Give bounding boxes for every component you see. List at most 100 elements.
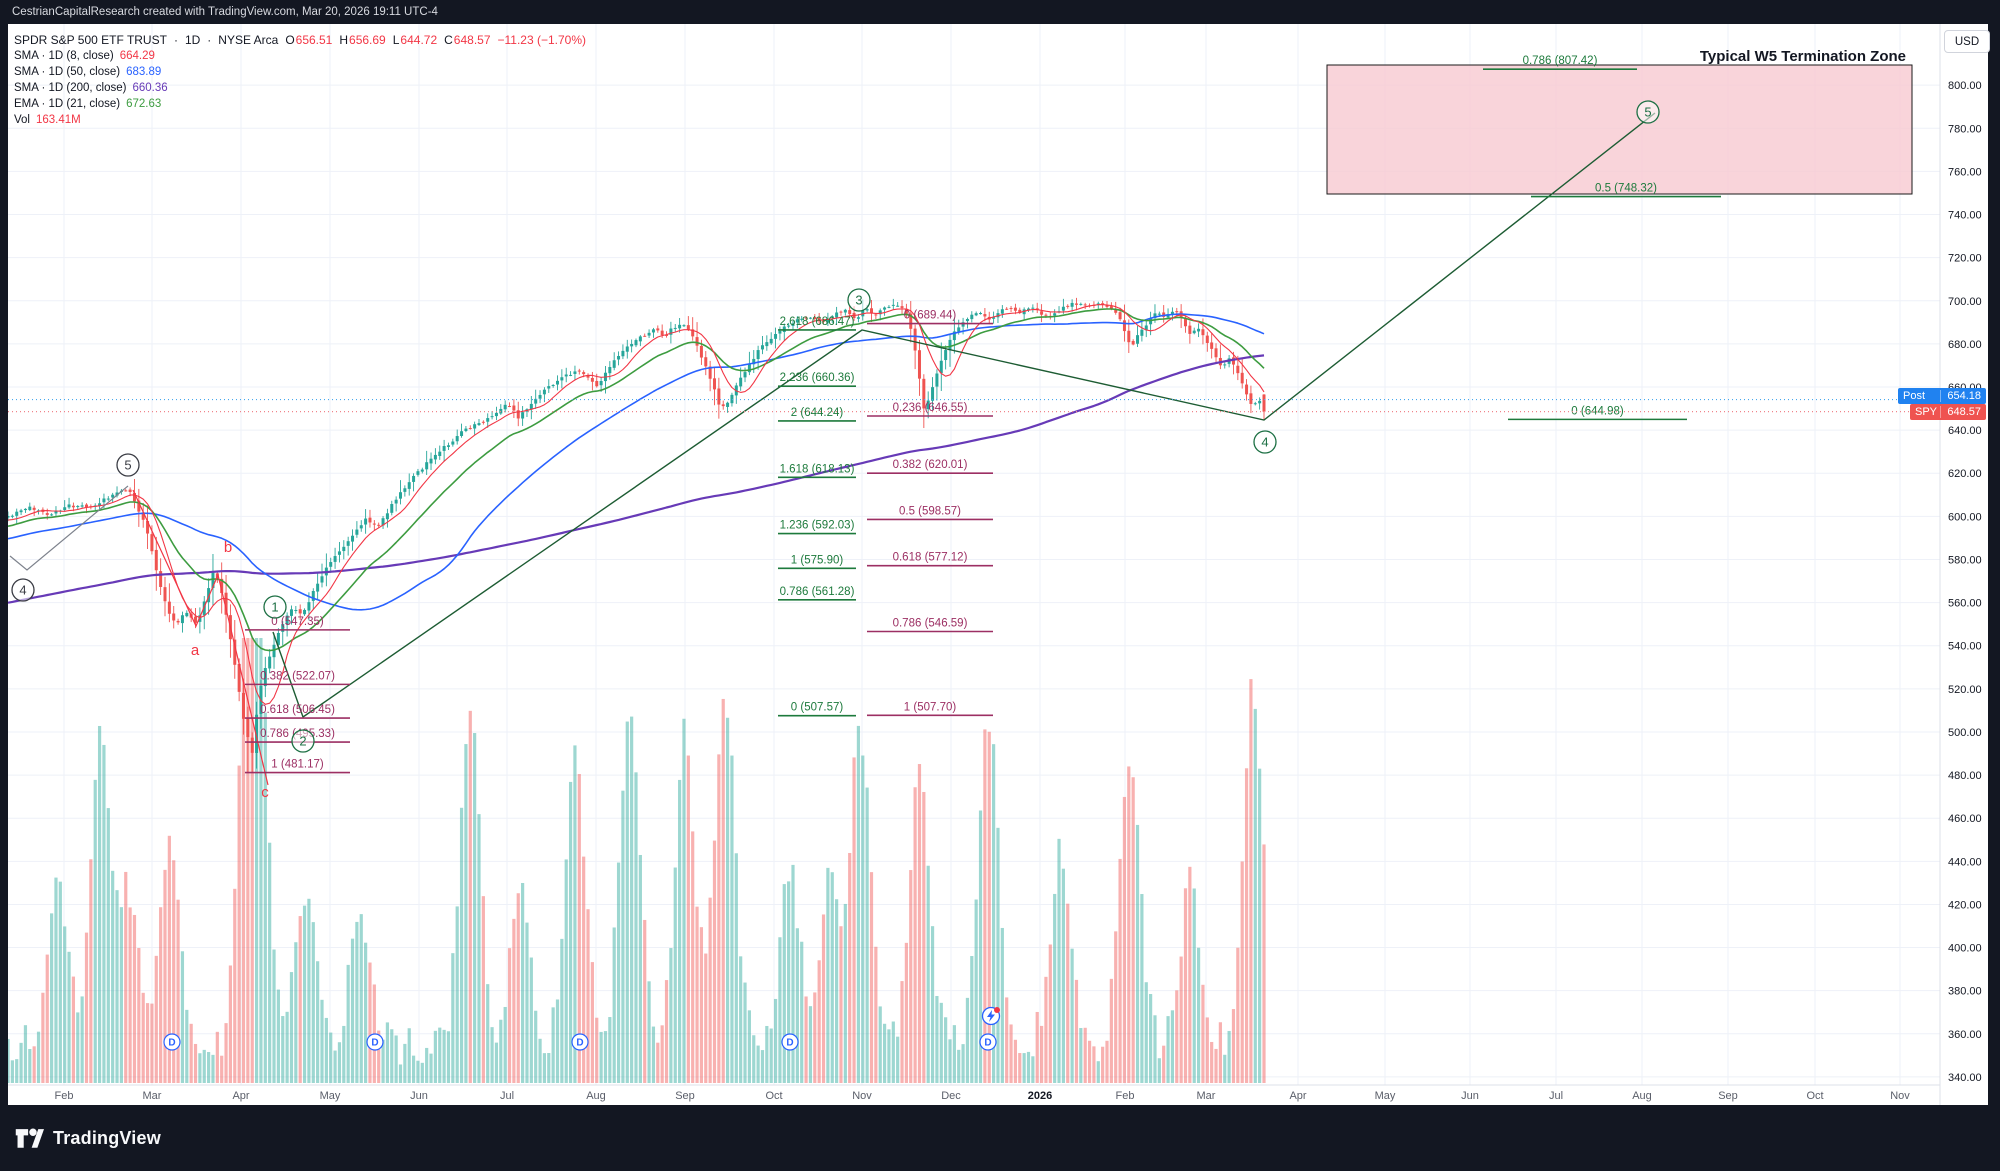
- time-tick: Nov: [1890, 1090, 1910, 1102]
- fib-level-label: 1 (575.90): [791, 554, 844, 566]
- candle-body: [333, 556, 337, 562]
- volume-bar: [516, 893, 520, 1083]
- candle-body: [965, 318, 969, 322]
- volume-bar: [1249, 679, 1253, 1083]
- fib-level-label: 2.236 (660.36): [780, 372, 855, 384]
- fib-level-label: 1.236 (592.03): [780, 520, 855, 532]
- candle-body: [931, 387, 935, 401]
- indicator-row[interactable]: Vol 163.41M: [14, 112, 586, 128]
- dividend-marker[interactable]: D: [163, 1033, 181, 1051]
- volume-bar: [477, 814, 481, 1083]
- candle-body: [1136, 335, 1140, 344]
- dividend-marker[interactable]: D: [571, 1033, 589, 1051]
- volume-bar: [708, 897, 712, 1083]
- time-tick: Oct: [765, 1090, 782, 1102]
- indicator-value: 664.29: [119, 50, 155, 62]
- prior-wave45-zigzag[interactable]: [9, 485, 129, 571]
- volume-bar: [682, 718, 686, 1083]
- price-tick: 740.00: [1948, 210, 1982, 222]
- time-tick: Feb: [1116, 1090, 1135, 1102]
- elliott-impulse-path[interactable]: [272, 112, 1656, 719]
- candle-body: [708, 366, 712, 379]
- volume-bar: [673, 867, 677, 1083]
- fib-set-w5-projection[interactable]: 0.786 (807.42) 0.5 (748.32) 0 (644.98): [1483, 55, 1721, 421]
- fib-level-label: 2.618 (686.47): [780, 316, 855, 328]
- candle-body: [346, 541, 350, 546]
- symbol-row[interactable]: SPDR S&P 500 ETF TRUST · 1D · NYSE Arca O656…: [14, 32, 586, 48]
- candle-body: [765, 342, 769, 347]
- abc-correction-zigzag[interactable]: [132, 489, 269, 786]
- fib-set-wave4-retracement[interactable]: 0 (689.44) 0.236 (646.55) 0.382 (620.01) 0.…: [867, 310, 993, 717]
- interval-label[interactable]: 1D: [184, 33, 201, 47]
- price-tick: 780.00: [1948, 123, 1982, 135]
- flash-marker[interactable]: [981, 1006, 1001, 1026]
- time-axis[interactable]: [8, 1085, 1940, 1105]
- volume-bar: [63, 926, 67, 1083]
- candle-body: [250, 737, 254, 753]
- sma50-line: [8, 313, 1265, 611]
- candle-body: [54, 510, 58, 514]
- dividend-marker[interactable]: D: [366, 1033, 384, 1051]
- price-axis[interactable]: [1940, 24, 1988, 1105]
- candle-body: [909, 313, 913, 329]
- volume-bar: [281, 1016, 285, 1083]
- volume-bar: [756, 1045, 760, 1083]
- fib-level-label: 2 (644.24): [791, 407, 844, 419]
- candle-body: [303, 609, 307, 615]
- pill-value: 648.57: [1940, 406, 1981, 418]
- candle-body: [1236, 365, 1240, 374]
- dividend-marker[interactable]: D: [979, 1033, 997, 1051]
- volume-bar: [350, 938, 355, 1083]
- fib-set-wave3-extension[interactable]: 2.618 (686.47) 2.236 (660.36) 2 (644.24) 1.…: [778, 316, 856, 717]
- candle-body: [1044, 314, 1048, 316]
- volume-bar: [93, 779, 97, 1083]
- volume-bar: [468, 710, 472, 1083]
- volume-bar: [795, 928, 799, 1083]
- candle-body: [643, 335, 647, 337]
- volume-bar: [1183, 888, 1188, 1083]
- candle-body: [870, 308, 873, 314]
- volume-bar: [385, 1022, 390, 1083]
- wave-letter: a: [191, 642, 200, 659]
- volume-bar: [691, 831, 695, 1083]
- volume-bar: [1166, 1016, 1170, 1083]
- volume-bar: [263, 712, 267, 1083]
- wave-label-c: c: [261, 784, 269, 801]
- ohlc-values: O656.51 H656.69 L644.72 C648.57 −11.23 (−1.7…: [278, 33, 586, 47]
- volume-bar: [228, 965, 233, 1083]
- tradingview-logo-icon[interactable]: [14, 1124, 44, 1152]
- separator: ·: [207, 33, 212, 47]
- candle-body: [390, 504, 394, 513]
- volume-bar: [80, 996, 84, 1083]
- candle-body: [1223, 364, 1227, 366]
- tradingview-logo-text[interactable]: TradingView: [53, 1127, 161, 1148]
- candle-body: [1131, 340, 1135, 345]
- fib-level-label: 0.382 (522.07): [260, 670, 335, 682]
- pane-content[interactable]: 2.618 (686.47) 2.236 (660.36) 2 (644.24) 1.…: [6, 55, 1940, 1083]
- candle-body: [407, 482, 411, 489]
- indicator-row[interactable]: SMA · 1D (200, close) 660.36: [14, 80, 586, 96]
- volume-bar: [494, 1042, 499, 1083]
- wave-label-3: 3: [847, 288, 871, 312]
- indicator-label: SMA · 1D (200, close): [14, 82, 127, 94]
- time-tick: Aug: [1632, 1090, 1652, 1102]
- indicator-row[interactable]: SMA · 1D (8, close) 664.29: [14, 48, 586, 64]
- volume-bar: [521, 882, 525, 1083]
- volume-bar: [1066, 903, 1070, 1083]
- volume-bar: [50, 913, 54, 1083]
- candle-body: [542, 389, 546, 395]
- dividend-marker[interactable]: D: [781, 1033, 799, 1051]
- indicator-row[interactable]: SMA · 1D (50, close) 683.89: [14, 64, 586, 80]
- currency-button[interactable]: USD: [1944, 30, 1990, 53]
- candle-body: [141, 512, 145, 520]
- candle-body: [276, 632, 280, 645]
- candle-body: [473, 424, 477, 429]
- indicator-row[interactable]: EMA · 1D (21, close) 672.63: [14, 96, 586, 112]
- volume-bar: [1131, 777, 1135, 1083]
- candle-body: [202, 601, 206, 616]
- candle-body: [983, 314, 987, 317]
- candle-body: [294, 609, 298, 611]
- volume-bar: [76, 1012, 80, 1083]
- candle-body: [512, 405, 516, 411]
